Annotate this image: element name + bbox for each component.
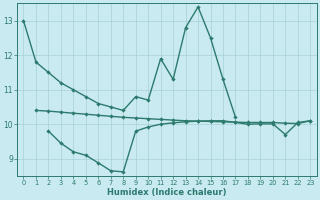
X-axis label: Humidex (Indice chaleur): Humidex (Indice chaleur): [107, 188, 227, 197]
